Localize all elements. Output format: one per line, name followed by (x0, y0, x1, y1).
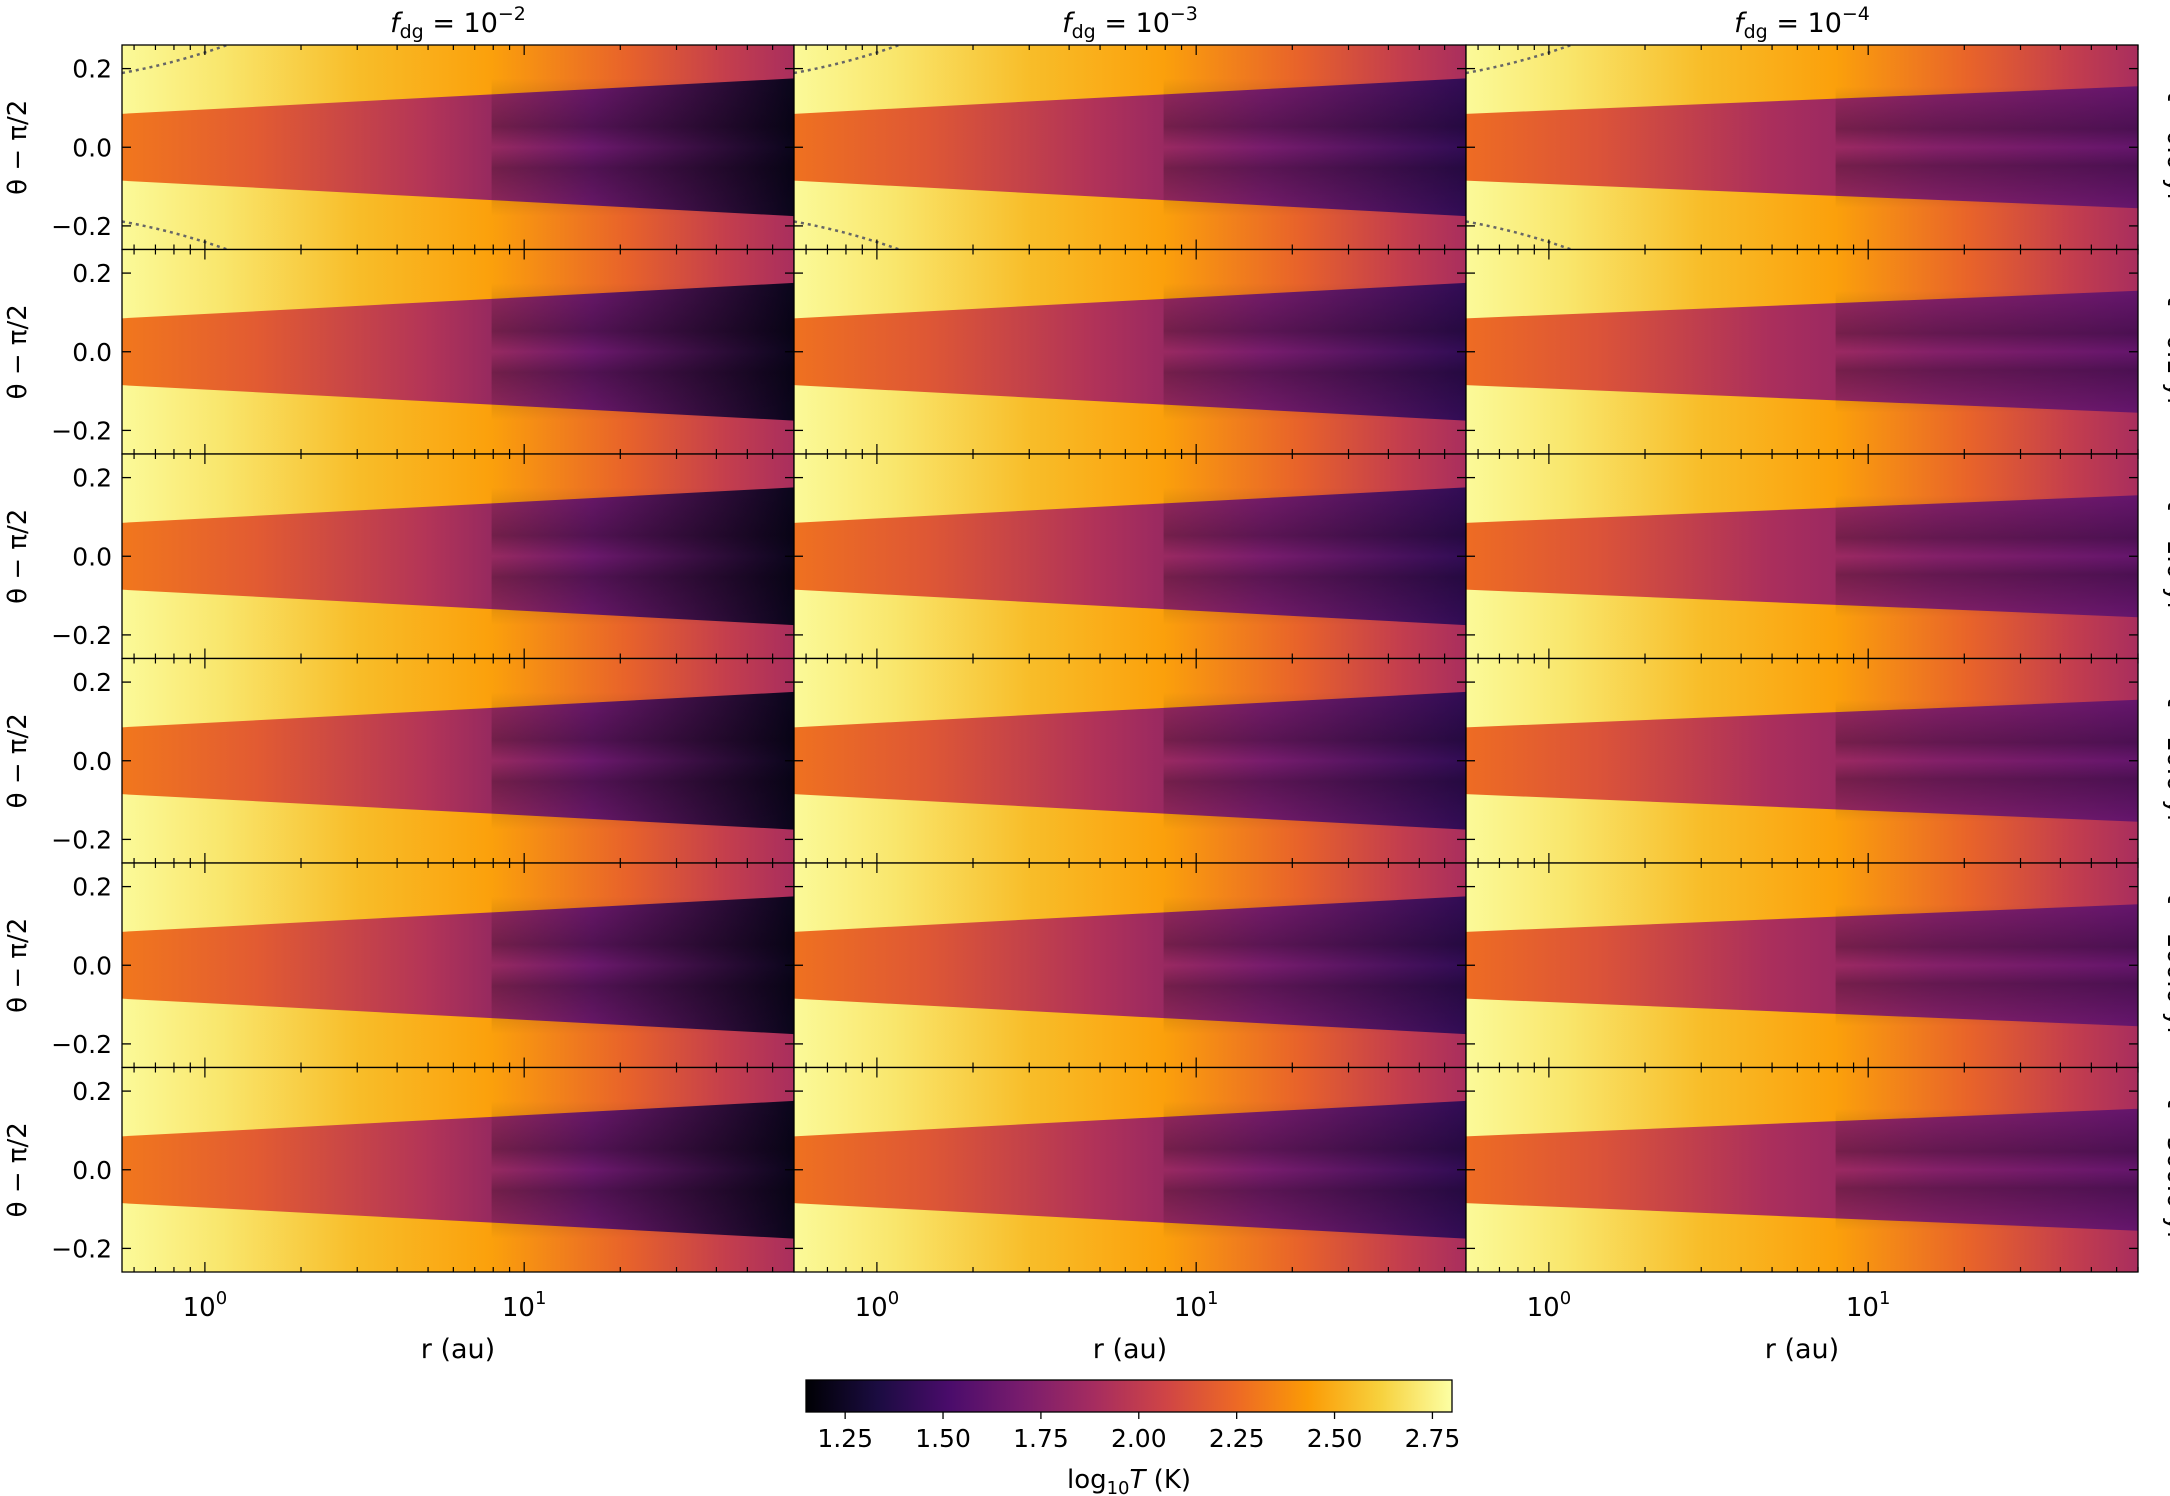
colorbar-tick-label: 1.50 (915, 1424, 971, 1453)
x-tick-label: 100 (183, 1288, 228, 1323)
y-tick-label: −0.2 (51, 416, 112, 445)
row-label: t= 500.0 yr (2162, 1098, 2170, 1242)
colorbar-tick-label: 2.75 (1405, 1424, 1461, 1453)
column-title: fdg = 10−3 (1062, 3, 1198, 43)
cold-bands (491, 691, 794, 830)
x-tick-label: 100 (1527, 1288, 1572, 1323)
y-tick-label: 0.0 (72, 951, 112, 980)
row-labels: t= 0.0 yr t= 0.1 yr t= 1.0 yr t= 10.0 yr t= … (2162, 92, 2170, 1243)
y-tick-label: 0.2 (72, 464, 112, 493)
cold-bands (1835, 290, 2138, 413)
x-axis-label: r (au) (1093, 1334, 1167, 1365)
x-tick-label: 101 (1846, 1288, 1891, 1323)
y-tick-label: −0.2 (51, 621, 112, 650)
x-axis-label: r (au) (1765, 1334, 1839, 1365)
cold-bands (491, 487, 794, 626)
cold-bands (491, 896, 794, 1035)
y-tick-label: 0.2 (72, 873, 112, 902)
heatmap-panel-r3-c1 (793, 657, 1467, 864)
heatmap-panel-r2-c0 (121, 453, 795, 660)
cold-bands (1163, 896, 1466, 1035)
y-tick-label: 0.0 (72, 338, 112, 367)
y-axis-label: θ − π/2 (3, 918, 33, 1013)
cold-bands (1163, 691, 1466, 830)
colorbar: 1.25 1.50 1.75 2.00 2.25 2.50 2.75 log10T (K) (805, 1379, 1461, 1496)
row-label: t= 1.0 yr (2162, 501, 2170, 613)
y-tick-label: −0.2 (51, 825, 112, 854)
cold-bands (1835, 86, 2138, 209)
colorbar-frame (805, 1379, 1453, 1413)
y-axis-label: θ − π/2 (3, 304, 33, 399)
colorbar-tick-label: 1.75 (1013, 1424, 1069, 1453)
colorbar-tick-label: 2.25 (1209, 1424, 1265, 1453)
column-title: fdg = 10−4 (1734, 3, 1870, 43)
colorbar-label: log10T (K) (1067, 1465, 1191, 1496)
heatmap-panel-r2-c1 (793, 453, 1467, 660)
y-tick-label: 0.0 (72, 747, 112, 776)
cold-bands (1835, 699, 2138, 822)
cold-bands (1163, 1100, 1466, 1239)
column-title: fdg = 10−2 (390, 3, 526, 43)
row-label: t= 100.0 yr (2162, 894, 2170, 1038)
heatmap-panel-r2-c2 (1465, 453, 2139, 660)
cold-bands (491, 78, 794, 217)
heatmap-panel-r5-c1 (793, 1066, 1467, 1273)
y-axis-label: θ − π/2 (3, 713, 33, 808)
row-label: t= 0.1 yr (2162, 296, 2170, 408)
cold-bands (1163, 487, 1466, 626)
y-tick-label: −0.2 (51, 212, 112, 241)
cold-bands (491, 1100, 794, 1239)
y-tick-label: 0.2 (72, 55, 112, 84)
y-tick-label: −0.2 (51, 1234, 112, 1263)
y-tick-label: 0.2 (72, 259, 112, 288)
column-titles: fdg = 10−2 fdg = 10−3 fdg = 10−4 (390, 3, 1870, 43)
cold-bands (1835, 904, 2138, 1027)
heatmap-panel-r3-c0 (121, 657, 795, 864)
x-tick-label: 101 (502, 1288, 547, 1323)
cold-bands (1163, 282, 1466, 421)
heatmap-panel-r1-c0 (121, 248, 795, 455)
y-axes: 0.2 0.0 −0.2 θ − π/2 0.2 0.0 −0.2 θ − π/2 0.2 0.0… (3, 55, 112, 1264)
y-tick-label: 0.2 (72, 668, 112, 697)
colorbar-tick-label: 2.00 (1111, 1424, 1167, 1453)
y-axis-label: θ − π/2 (3, 1122, 33, 1217)
y-tick-label: 0.0 (72, 1156, 112, 1185)
cold-bands (1835, 1108, 2138, 1231)
colorbar-gradient (806, 1380, 1452, 1412)
y-axis-label: θ − π/2 (3, 100, 33, 195)
cold-bands (1835, 495, 2138, 618)
heatmap-panel-r0-c0 (121, 44, 795, 251)
cold-bands (491, 282, 794, 421)
x-axis-label: r (au) (421, 1334, 495, 1365)
heatmap-panel-r5-c2 (1465, 1066, 2139, 1273)
heatmap-panel-r4-c2 (1465, 862, 2139, 1069)
heatmap-panel-r0-c1 (793, 44, 1467, 251)
heatmap-panel-r5-c0 (121, 1066, 795, 1273)
x-tick-label: 101 (1174, 1288, 1219, 1323)
y-tick-label: 0.0 (72, 542, 112, 571)
heatmap-panel-r1-c1 (793, 248, 1467, 455)
y-axis-label: θ − π/2 (3, 509, 33, 604)
heatmap-panel-r3-c2 (1465, 657, 2139, 864)
colorbar-tick-label: 2.50 (1307, 1424, 1363, 1453)
heatmap-panel-r4-c0 (121, 862, 795, 1069)
y-tick-label: −0.2 (51, 1030, 112, 1059)
row-label: t= 10.0 yr (2162, 697, 2170, 825)
heatmap-panel-r1-c2 (1465, 248, 2139, 455)
heatmap-panel-r0-c2 (1465, 44, 2139, 251)
colorbar-tick-label: 1.25 (817, 1424, 873, 1453)
y-tick-label: 0.0 (72, 133, 112, 162)
panel-grid (121, 44, 2139, 1273)
heatmap-panel-r4-c1 (793, 862, 1467, 1069)
x-tick-label: 100 (855, 1288, 900, 1323)
row-label: t= 0.0 yr (2162, 92, 2170, 204)
cold-bands (1163, 78, 1466, 217)
y-tick-label: 0.2 (72, 1077, 112, 1106)
